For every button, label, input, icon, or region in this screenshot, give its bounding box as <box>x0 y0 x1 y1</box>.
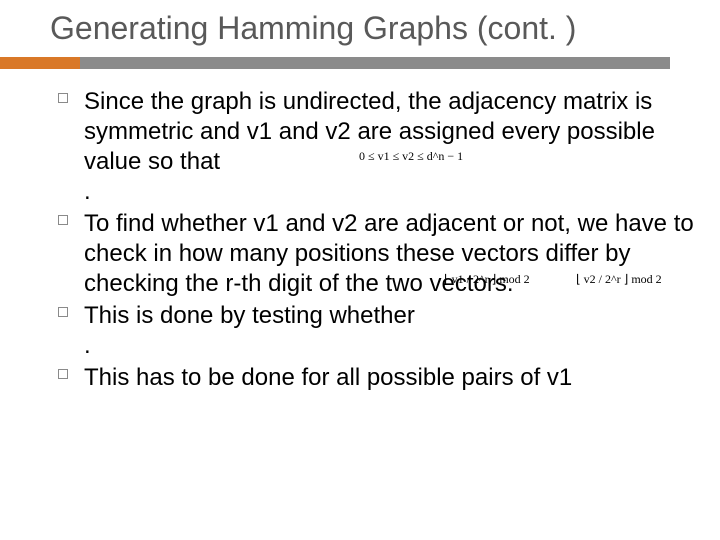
accent-bar <box>0 57 80 69</box>
slide-title: Generating Hamming Graphs (cont. ) <box>0 0 720 49</box>
list-item: This is done by testing whether . <box>58 301 700 361</box>
list-item: To find whether v1 and v2 are adjacent o… <box>58 209 700 299</box>
title-underline <box>0 57 720 69</box>
bullet-icon <box>58 87 84 103</box>
underline-gray <box>80 57 670 69</box>
bullet-text: This has to be done for all possible pai… <box>84 363 700 393</box>
bullet-text: This is done by testing whether . <box>84 301 700 361</box>
bullet-text: To find whether v1 and v2 are adjacent o… <box>84 209 700 299</box>
math-overlay: 0 ≤ v1 ≤ v2 ≤ d^n − 1 <box>359 149 463 164</box>
bullet-text: Since the graph is undirected, the adjac… <box>84 87 700 207</box>
bullet-icon <box>58 209 84 225</box>
bullet-icon <box>58 301 84 317</box>
bullet-icon <box>58 363 84 379</box>
math-overlay: ⌊ v2 / 2^r ⌋ mod 2 <box>576 272 662 287</box>
slide: Generating Hamming Graphs (cont. ) Since… <box>0 0 720 540</box>
slide-body: Since the graph is undirected, the adjac… <box>0 69 720 393</box>
math-overlay: ⌊ v1 / 2^r ⌋ mod 2 <box>444 272 530 287</box>
list-item: Since the graph is undirected, the adjac… <box>58 87 700 207</box>
list-item: This has to be done for all possible pai… <box>58 363 700 393</box>
